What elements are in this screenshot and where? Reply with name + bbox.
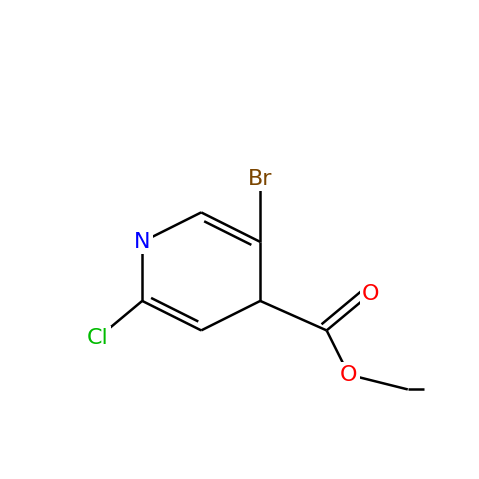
Text: N: N xyxy=(134,232,150,252)
Text: O: O xyxy=(340,365,357,385)
Text: O: O xyxy=(362,284,380,304)
Text: Br: Br xyxy=(248,169,273,189)
Text: Cl: Cl xyxy=(87,328,109,348)
